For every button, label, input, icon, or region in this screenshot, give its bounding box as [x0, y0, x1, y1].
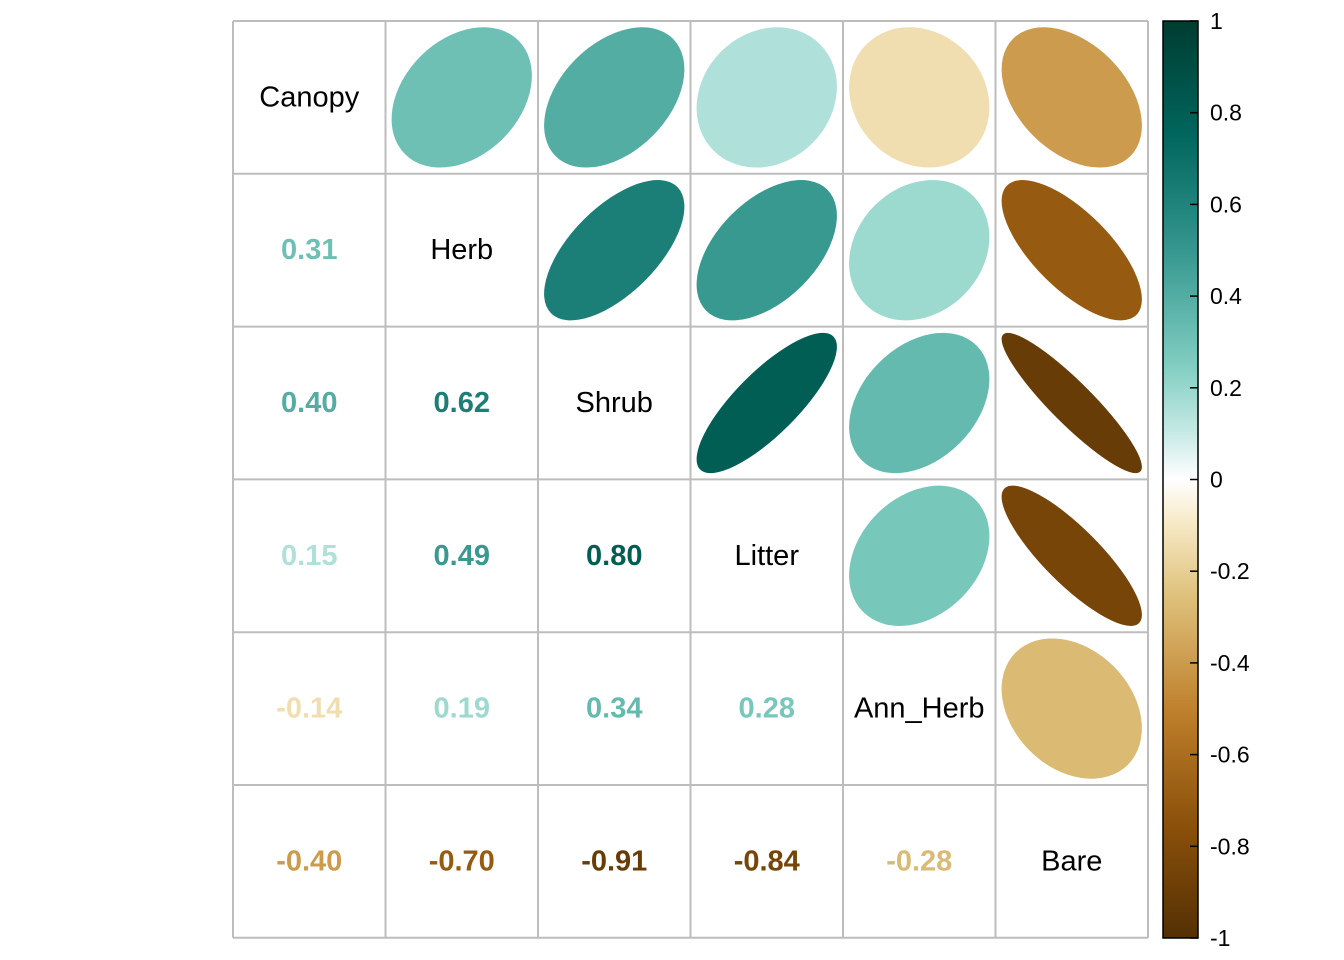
correlation-ellipse	[849, 332, 990, 474]
correlation-ellipse	[1001, 27, 1142, 168]
correlation-ellipse	[696, 27, 837, 168]
correlation-ellipse	[391, 27, 532, 168]
variable-label: Herb	[430, 234, 493, 266]
coefficient-label: 0.80	[586, 540, 642, 572]
legend-tick-label: 1	[1210, 8, 1223, 34]
coefficient-label: 0.62	[434, 387, 490, 419]
coefficient-label: 0.19	[434, 693, 490, 725]
coefficient-label: 0.49	[434, 540, 490, 572]
coefficient-label: -0.91	[581, 845, 647, 877]
coefficient-label: 0.28	[739, 693, 795, 725]
correlation-ellipse	[849, 27, 990, 168]
coefficient-label: -0.40	[276, 845, 342, 877]
variable-label: Shrub	[576, 387, 653, 419]
coefficient-label: -0.28	[886, 845, 952, 877]
legend-tick-label: 0	[1210, 467, 1223, 493]
correlation-ellipse	[696, 332, 837, 474]
correlation-ellipse	[544, 180, 685, 321]
variable-label: Bare	[1041, 845, 1102, 877]
ellipse-glyphs	[391, 27, 1142, 779]
correlation-ellipse	[1001, 485, 1142, 626]
legend-tick-label: -1	[1210, 925, 1230, 951]
coefficient-label: -0.70	[429, 845, 495, 877]
coefficient-label: -0.14	[276, 693, 342, 725]
variable-label: Ann_Herb	[854, 693, 985, 725]
legend-tick-label: -0.6	[1210, 742, 1250, 768]
color-legend: 1 0.8 0.6 0.4 0.2 0 -0.2 -0.4 -0.6 -0.8 -1	[1162, 8, 1250, 951]
coefficient-label: 0.40	[281, 387, 337, 419]
legend-tick-label: -0.2	[1210, 558, 1250, 584]
correlation-ellipse	[849, 485, 990, 626]
legend-tick-label: -0.4	[1210, 650, 1250, 676]
coefficient-label: 0.34	[586, 693, 642, 725]
correlation-ellipse	[696, 180, 837, 321]
correlation-ellipse	[544, 27, 685, 168]
matrix-grid	[232, 20, 1149, 939]
correlation-ellipse	[1001, 638, 1142, 779]
variable-label: Litter	[735, 540, 800, 572]
variable-label: Canopy	[259, 81, 359, 113]
correlation-ellipse	[849, 180, 990, 321]
legend-tick-label: -0.8	[1210, 833, 1250, 859]
legend-tick-label: 0.6	[1210, 191, 1242, 217]
legend-tick-label: 0.4	[1210, 283, 1242, 309]
coefficient-labels: 0.31 0.40 0.62 0.15 0.49 0.80 -0.14 0.19 0.34 0.2…	[276, 234, 952, 877]
correlation-ellipse	[1001, 180, 1142, 321]
coefficient-label: 0.31	[281, 234, 337, 266]
variable-labels: Canopy Herb Shrub Litter Ann_Herb Bare	[259, 81, 1102, 877]
correlation-ellipse	[1001, 332, 1142, 474]
coefficient-label: -0.84	[734, 845, 800, 877]
legend-tick-label: 0.2	[1210, 375, 1242, 401]
legend-tick-label: 0.8	[1210, 100, 1242, 126]
coefficient-label: 0.15	[281, 540, 337, 572]
